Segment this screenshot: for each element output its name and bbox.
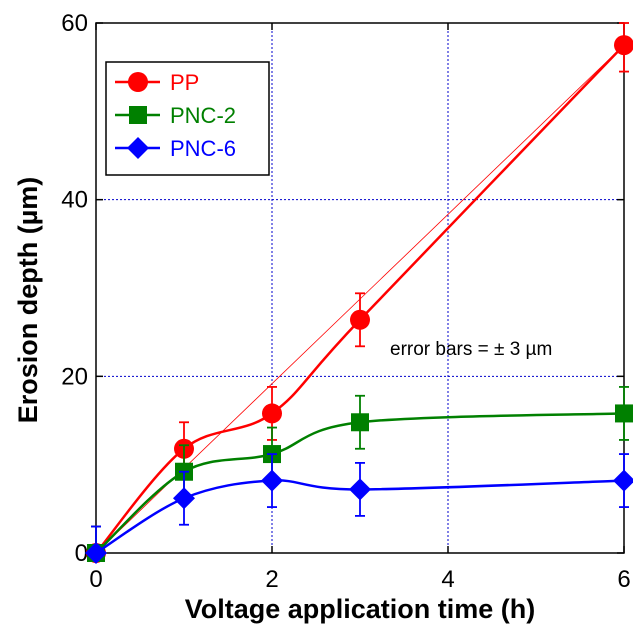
y-tick-label: 0 [75, 540, 88, 567]
data-point-pp [614, 35, 633, 56]
x-tick-label: 0 [89, 566, 102, 593]
legend-marker [129, 106, 147, 124]
series-pnc-6 [85, 453, 633, 564]
data-point-pp [350, 309, 370, 330]
data-point-pnc-6 [349, 478, 371, 501]
legend: PP PNC-2 PNC-6 [105, 61, 270, 176]
series-line-pnc-2 [95, 412, 625, 554]
legend-label: PP [170, 70, 199, 95]
y-tick-label: 40 [61, 187, 88, 214]
data-point-pp [262, 403, 282, 424]
x-tick-label: 6 [617, 566, 630, 593]
y-tick-label: 60 [61, 10, 88, 37]
legend-label: PNC-2 [170, 103, 236, 128]
x-tick-label: 2 [265, 566, 278, 593]
data-point-pnc-6 [85, 542, 107, 564]
data-point-pnc-6 [173, 487, 195, 510]
data-point-pnc-2 [615, 404, 633, 423]
y-tick-label: 20 [61, 363, 88, 390]
legend-label: PNC-6 [170, 136, 236, 161]
series-line-pp [95, 44, 625, 554]
legend-marker [127, 137, 149, 159]
series-line-pnc-6 [95, 479, 625, 555]
data-point-pnc-6 [613, 469, 633, 492]
x-tick-label: 4 [441, 566, 454, 593]
x-axis-title: Voltage application time (h) [185, 594, 536, 624]
y-axis-title: Erosion depth (µm) [13, 177, 43, 424]
error-bars-annotation: error bars = ± 3 µm [390, 339, 552, 360]
data-point-pnc-2 [351, 413, 369, 432]
legend-marker [128, 72, 148, 92]
data-point-pnc-6 [261, 469, 283, 492]
plot-frame [95, 22, 625, 554]
series-layer [85, 22, 633, 564]
